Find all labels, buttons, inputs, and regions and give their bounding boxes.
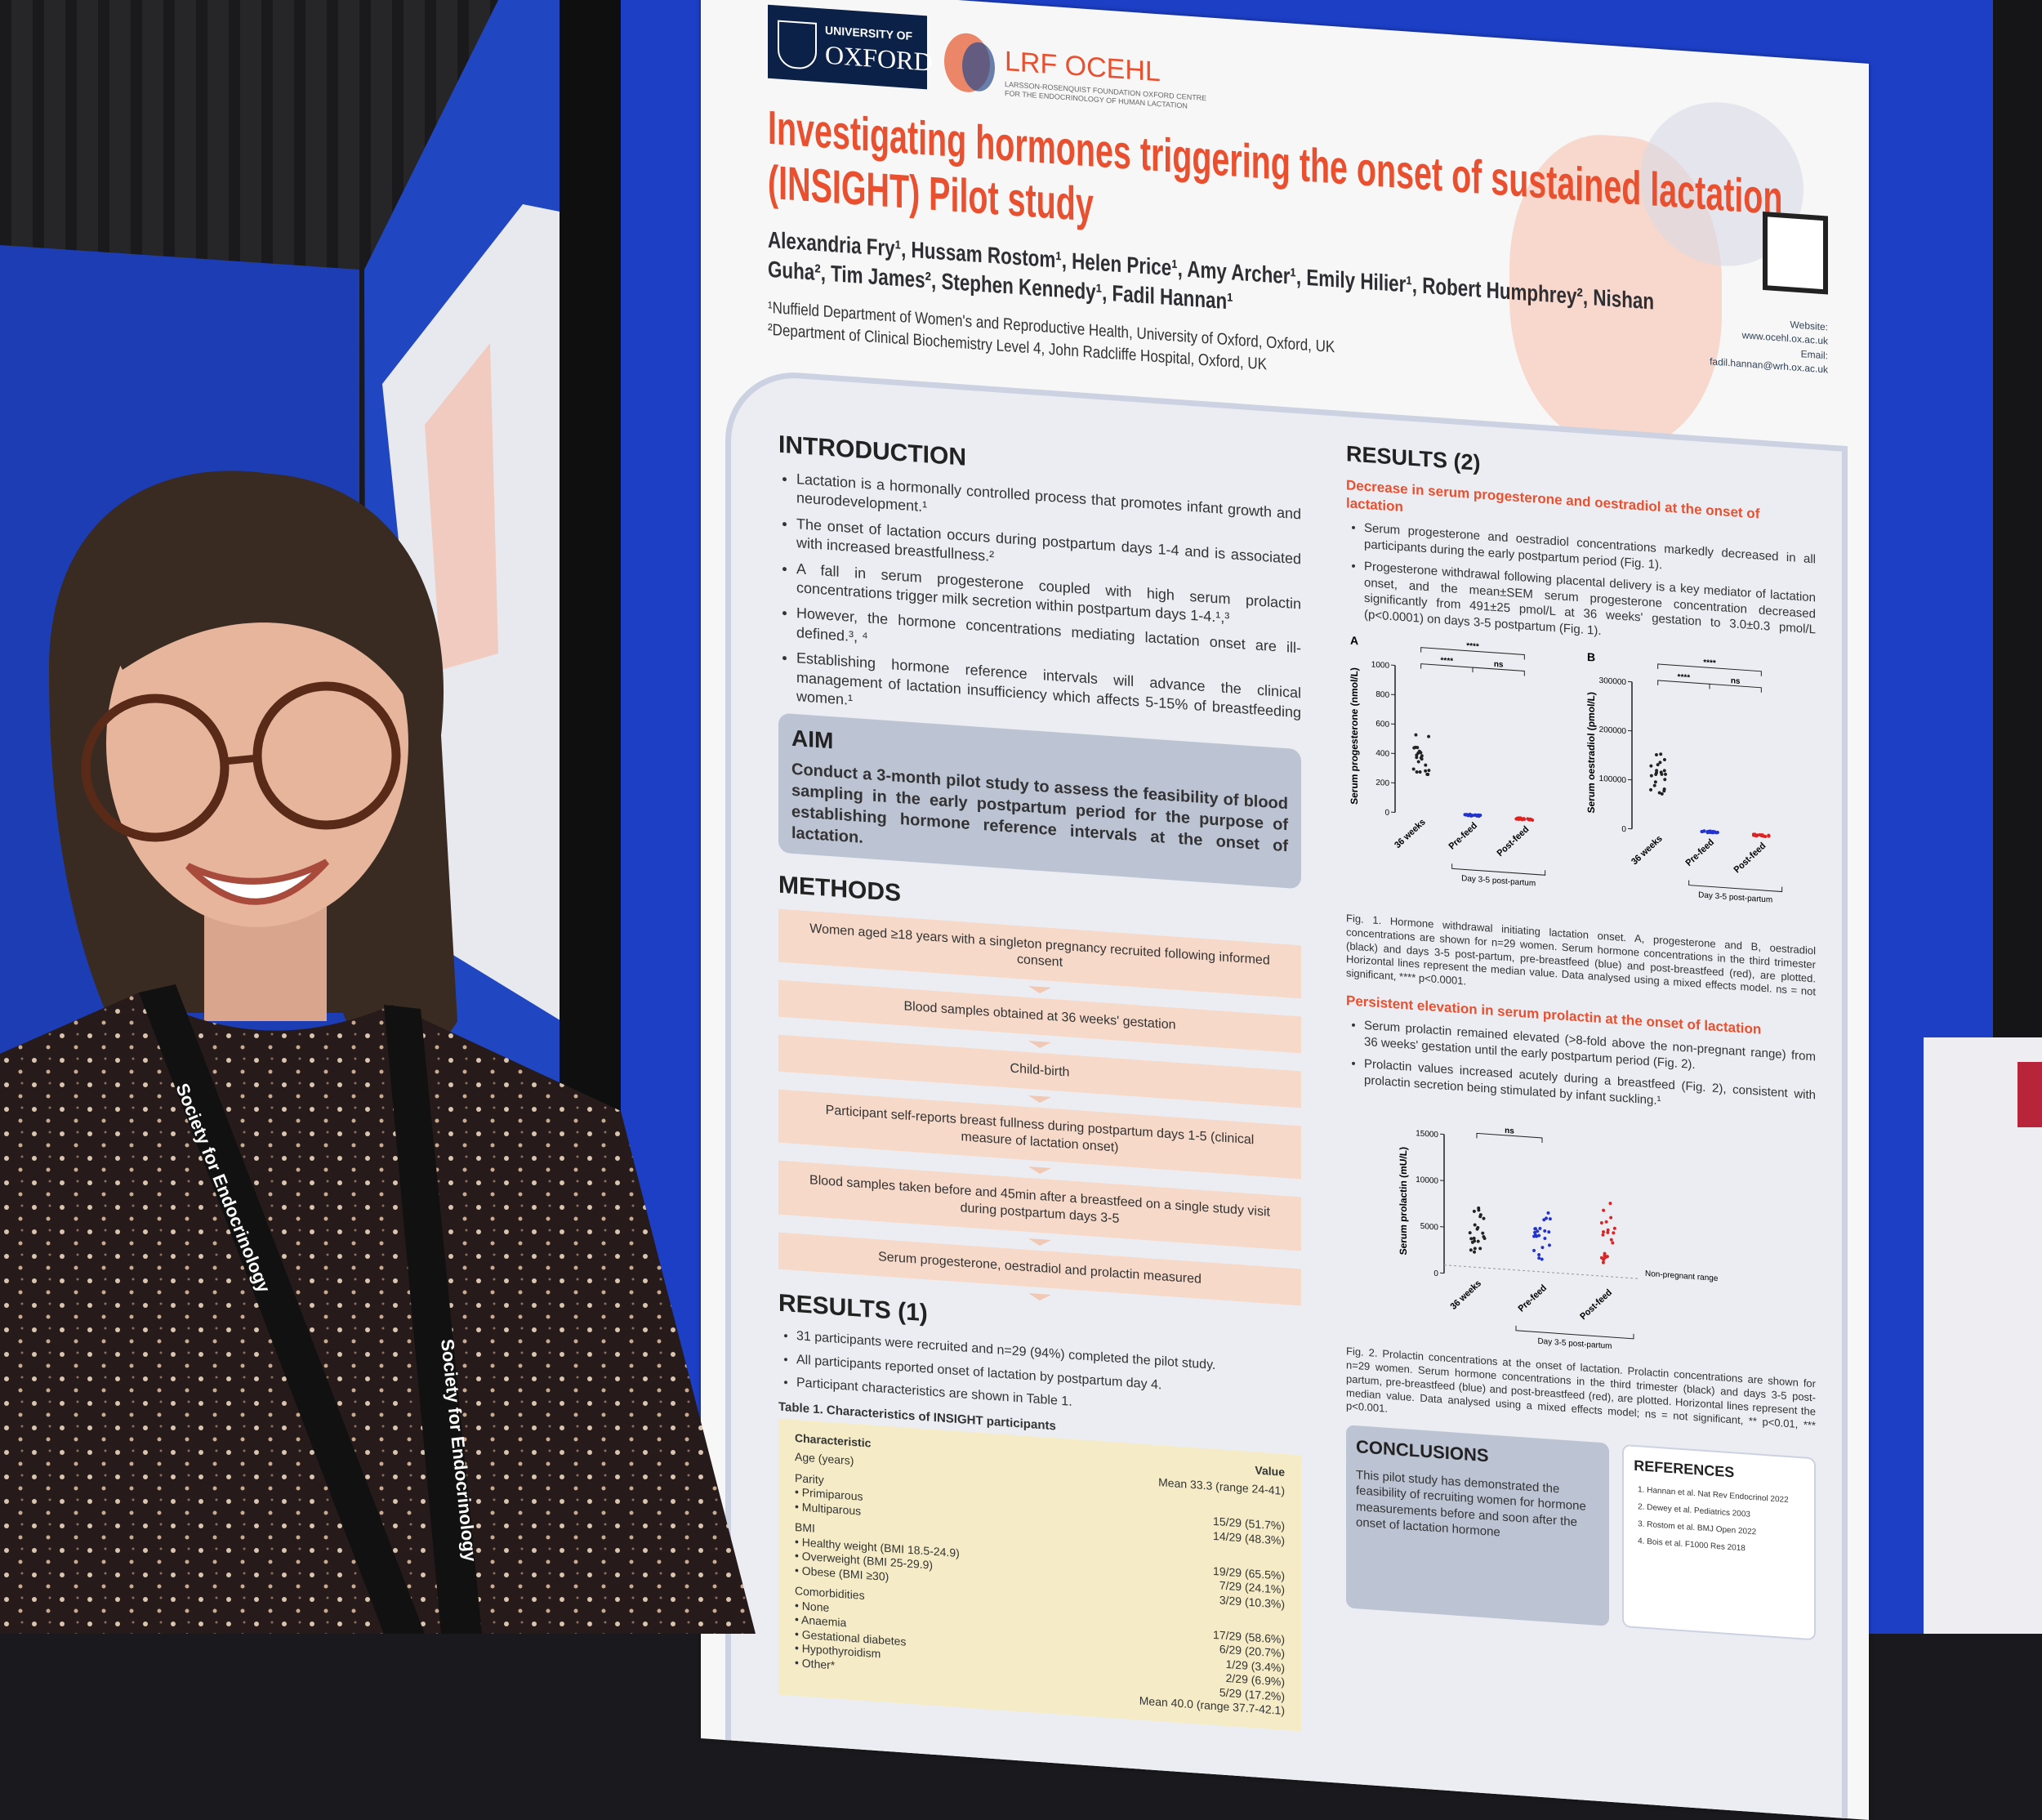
page: UNIVERSITY OF OXFORD LRF OCEHL LARSSON-R… [0, 0, 2042, 1634]
row-label: • Other* [795, 1656, 835, 1673]
person: Society for Endocrinology Society for En… [0, 0, 2042, 1634]
